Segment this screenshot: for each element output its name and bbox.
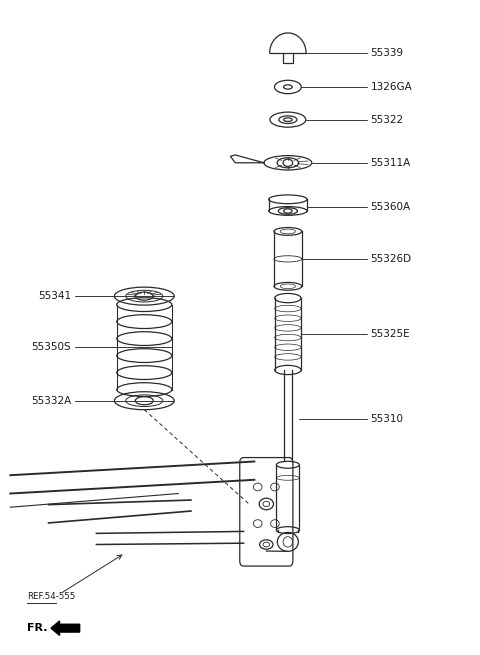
- Text: FR.: FR.: [27, 623, 48, 633]
- Text: 1326GA: 1326GA: [371, 82, 412, 92]
- FancyArrow shape: [51, 621, 80, 635]
- Text: 55360A: 55360A: [371, 202, 411, 212]
- Text: 55339: 55339: [371, 48, 404, 58]
- Text: 55341: 55341: [38, 291, 71, 301]
- Text: 55311A: 55311A: [371, 158, 411, 168]
- Text: 55326D: 55326D: [371, 254, 412, 264]
- Text: 55310: 55310: [371, 414, 404, 424]
- Text: 55322: 55322: [371, 115, 404, 124]
- Text: 55350S: 55350S: [31, 342, 71, 352]
- Text: REF.54-555: REF.54-555: [27, 592, 75, 601]
- Text: 55325E: 55325E: [371, 329, 410, 339]
- Text: 55332A: 55332A: [31, 396, 71, 405]
